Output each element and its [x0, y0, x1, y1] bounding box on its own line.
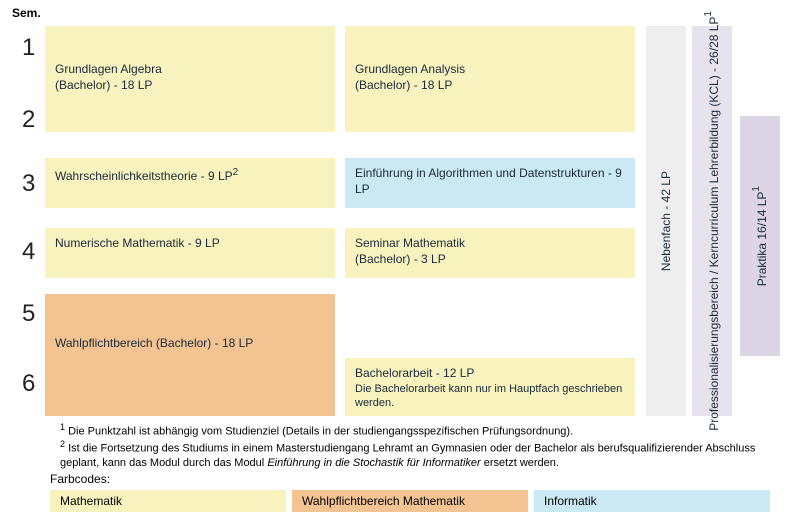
sem-4: 4 [22, 238, 35, 266]
sem-2: 2 [22, 106, 35, 134]
box-seminar: Seminar Mathematik(Bachelor) - 3 LP [345, 228, 635, 278]
legend-item: Wahlpflichtbereich Mathematik [292, 490, 528, 512]
praktika-label: Praktika 16/14 LP1 [751, 186, 769, 286]
legend-item: Mathematik [50, 490, 286, 512]
sem-3: 3 [22, 170, 35, 198]
curriculum-diagram: Sem. 1 2 3 4 5 6 Grundlagen Algebra(Bach… [0, 0, 808, 519]
nebenfach-label: Nebenfach - 42 LP [659, 171, 673, 271]
legend-label: Farbcodes: [50, 472, 110, 486]
box-algebra: Grundlagen Algebra(Bachelor) - 18 LP [45, 26, 335, 132]
footnote-2: 2 Ist die Fortsetzung des Studiums in ei… [60, 439, 760, 470]
col-nebenfach: Nebenfach - 42 LP [646, 26, 686, 416]
col-praktika: Praktika 16/14 LP1 [740, 116, 780, 356]
box-numerics: Numerische Mathematik - 9 LP [45, 228, 335, 278]
sem-6: 6 [22, 370, 35, 398]
sem-1: 1 [22, 34, 35, 62]
box-probability: Wahrscheinlichkeitstheorie - 9 LP2 [45, 158, 335, 208]
box-elective: Wahlpflichtbereich (Bachelor) - 18 LP [45, 294, 335, 416]
legend-item: Informatik [534, 490, 770, 512]
box-thesis: Bachelorarbeit - 12 LPDie Bachelorarbeit… [345, 358, 635, 416]
semester-header: Sem. [12, 6, 41, 20]
kcl-label: Professionalisierungsbereich / Kerncurri… [703, 11, 721, 431]
col-kcl: Professionalisierungsbereich / Kerncurri… [692, 26, 732, 416]
footnotes: 1 Die Punktzahl ist abhängig vom Studien… [60, 422, 760, 470]
sem-5: 5 [22, 300, 35, 328]
box-analysis: Grundlagen Analysis(Bachelor) - 18 LP [345, 26, 635, 132]
legend-row: Mathematik Wahlpflichtbereich Mathematik I… [50, 490, 770, 512]
footnote-1: 1 Die Punktzahl ist abhängig vom Studien… [60, 422, 760, 439]
box-algorithms: Einführung in Algorithmen und Datenstruk… [345, 158, 635, 208]
